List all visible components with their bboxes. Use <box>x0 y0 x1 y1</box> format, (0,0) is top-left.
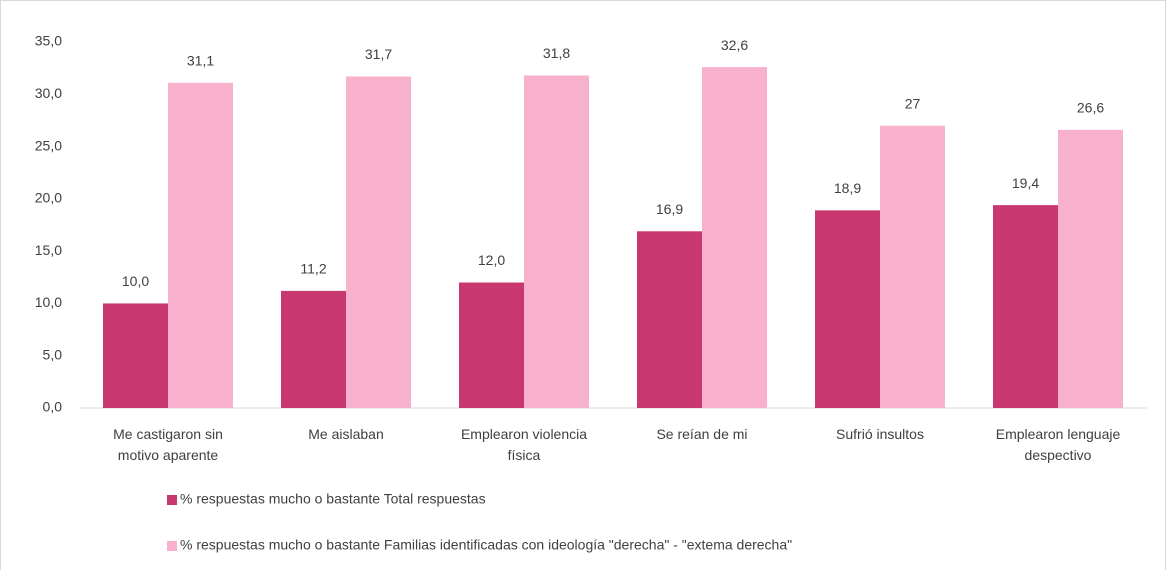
data-label: 18,9 <box>834 180 861 196</box>
bar <box>880 125 945 409</box>
legend-label: % respuestas mucho o bastante Total resp… <box>180 491 486 507</box>
data-label: 26,6 <box>1077 100 1104 116</box>
legend-label: % respuestas mucho o bastante Familias i… <box>180 537 792 553</box>
bar <box>168 82 233 408</box>
bar <box>346 76 411 408</box>
x-tick-label: Me castigaron sin motivo aparente <box>113 426 223 463</box>
x-tick-label: Sufrió insultos <box>836 426 924 442</box>
bar <box>993 205 1058 408</box>
bar <box>459 282 524 408</box>
y-tick-label: 15,0 <box>35 242 62 258</box>
data-label: 31,1 <box>187 52 214 68</box>
bar <box>281 290 346 408</box>
data-label: 27 <box>905 95 921 111</box>
y-tick-label: 10,0 <box>35 294 62 310</box>
data-label: 31,8 <box>543 45 570 61</box>
y-tick-label: 30,0 <box>35 85 62 101</box>
y-tick-label: 0,0 <box>43 399 63 415</box>
bar <box>1058 129 1123 408</box>
data-label: 10,0 <box>122 273 149 289</box>
y-tick-label: 20,0 <box>35 190 62 206</box>
y-tick-label: 5,0 <box>43 346 63 362</box>
x-tick-label: Me aislaban <box>308 426 384 442</box>
bar <box>103 303 168 408</box>
data-label: 12,0 <box>478 252 505 268</box>
y-tick-label: 35,0 <box>35 33 62 49</box>
x-tick-label: Se reían de mi <box>656 426 747 442</box>
x-tick-label: Emplearon violencia física <box>461 426 587 463</box>
bar <box>815 210 880 408</box>
legend-swatch <box>167 541 177 551</box>
bar <box>637 231 702 408</box>
x-tick-label: Emplearon lenguaje despectivo <box>996 426 1121 463</box>
data-label: 32,6 <box>721 37 748 53</box>
data-label: 19,4 <box>1012 175 1039 191</box>
y-tick-label: 25,0 <box>35 137 62 153</box>
legend-swatch <box>167 495 177 505</box>
bar <box>702 67 767 409</box>
data-label: 31,7 <box>365 46 392 62</box>
data-label: 16,9 <box>656 201 683 217</box>
data-label: 11,2 <box>300 261 326 277</box>
bar <box>524 75 589 408</box>
